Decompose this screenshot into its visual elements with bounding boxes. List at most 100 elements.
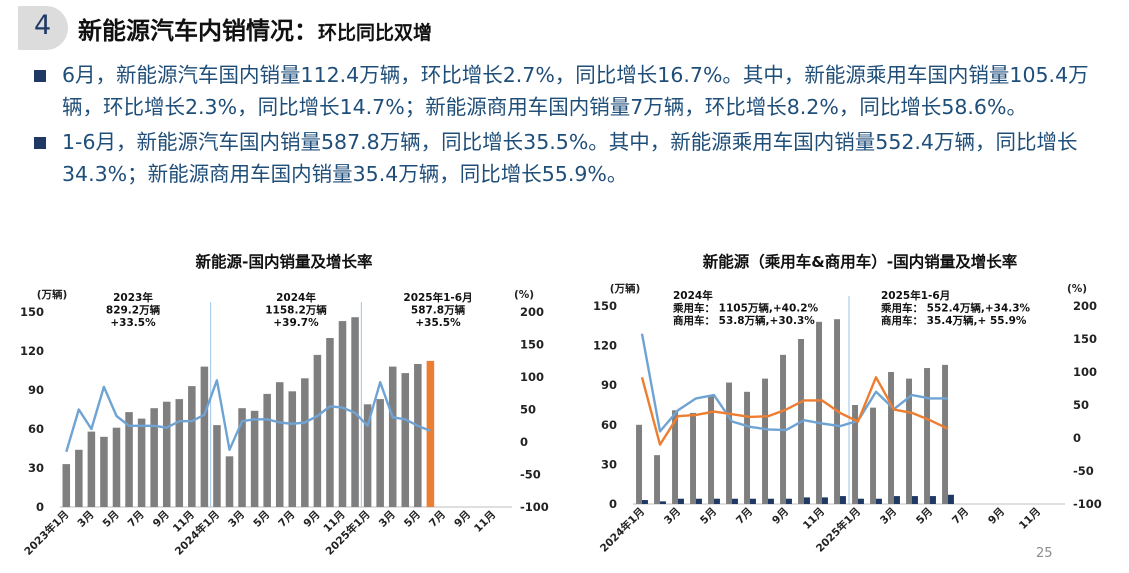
bar — [137, 418, 146, 507]
bar — [654, 455, 660, 504]
bar — [87, 431, 96, 507]
growth-rate-line — [640, 333, 948, 433]
y-tick-label: 0 — [609, 497, 617, 511]
bar — [672, 410, 678, 504]
x-tick-label: 7月 — [950, 506, 971, 527]
page-subtitle: 环比同比双增 — [318, 22, 433, 44]
bar — [642, 500, 648, 504]
bar — [708, 395, 714, 504]
bar — [401, 373, 410, 507]
annotation-text: 2025年1-6月 — [881, 289, 950, 302]
chart-title: 新能源-国内销量及增长率 — [196, 252, 373, 271]
bar — [200, 366, 209, 507]
x-tick-label: 11月 — [801, 506, 827, 532]
x-tick-label: 2023年1月 — [22, 508, 72, 558]
bar — [894, 496, 900, 504]
bar — [175, 399, 184, 507]
bar — [870, 407, 876, 504]
bar — [858, 498, 864, 504]
bullet-square-icon — [34, 137, 46, 149]
bar — [75, 449, 83, 507]
y-tick-label: 90 — [601, 378, 617, 392]
bullet-item: 6月，新能源汽车国内销量112.4万辆，环比增长2.7%，同比增长16.7%。其… — [28, 60, 1108, 123]
x-tick-label: 3月 — [662, 506, 683, 527]
annotation-text: 1158.2万辆 — [265, 304, 327, 317]
y2-tick-label: 0 — [520, 435, 528, 449]
bar — [660, 501, 666, 504]
y2-tick-label: 200 — [520, 305, 544, 319]
y-tick-label: 30 — [28, 461, 44, 475]
bar — [768, 498, 774, 504]
bar — [876, 498, 882, 504]
bar — [726, 382, 732, 504]
bar — [816, 321, 822, 504]
y2-tick-label: 0 — [1073, 431, 1081, 445]
annotation-text: 乘用车： 1105万辆,+40.2% — [672, 302, 819, 315]
bar — [852, 405, 858, 504]
y-tick-label: 60 — [601, 418, 617, 432]
x-tick-label: 9月 — [301, 509, 322, 530]
bar — [948, 494, 954, 504]
x-tick-label: 7月 — [276, 509, 297, 530]
bar — [376, 399, 384, 507]
y-tick-label: 90 — [28, 383, 44, 397]
bar — [714, 498, 720, 504]
bar — [301, 378, 309, 507]
bar — [912, 496, 918, 504]
bar — [100, 436, 108, 507]
bar — [636, 424, 642, 504]
x-tick-label: 5月 — [251, 509, 272, 530]
bar — [338, 321, 347, 507]
page-title: 新能源汽车内销情况：环比同比双增 — [78, 11, 432, 46]
bar — [112, 427, 121, 507]
annotation-text: 商用车： 53.8万辆,+30.3% — [673, 314, 815, 327]
bullet-list: 6月，新能源汽车国内销量112.4万辆，环比增长2.7%，同比增长16.7%。其… — [28, 60, 1108, 190]
bar — [414, 364, 422, 507]
bar — [250, 410, 259, 507]
x-tick-label: 9月 — [452, 509, 473, 530]
bar — [888, 372, 894, 504]
bar — [930, 496, 936, 504]
annotation-text: 829.2万辆 — [106, 304, 161, 317]
x-tick-label: 11月 — [1017, 506, 1043, 532]
bar — [696, 498, 702, 504]
x-tick-label: 3月 — [878, 506, 899, 527]
bullet-square-icon — [34, 70, 46, 82]
y-tick-label: 30 — [601, 457, 617, 471]
x-tick-label: 3月 — [75, 509, 96, 530]
bar — [678, 498, 684, 504]
bar — [225, 456, 234, 507]
chart-domestic-sales: 新能源-国内销量及增长率 (万辆) (%) 0 30 60 90 120 150 -100 -50 0… — [20, 252, 549, 558]
annotation-text: +39.7% — [273, 317, 319, 329]
bar — [732, 498, 738, 504]
y2-tick-label: 100 — [520, 370, 544, 384]
y2-tick-label: -50 — [520, 468, 541, 482]
bar — [750, 498, 756, 504]
x-tick-label: 9月 — [986, 506, 1007, 527]
x-tick-label: 3月 — [377, 509, 398, 530]
annotation-text: +35.5% — [415, 317, 461, 329]
bar — [744, 391, 750, 504]
bar — [326, 338, 334, 507]
bar — [125, 412, 133, 507]
y-axis-label: (万辆) — [37, 288, 68, 301]
y-tick-label: 120 — [20, 344, 44, 358]
y2-tick-label: 50 — [1073, 398, 1089, 412]
bar — [924, 368, 930, 504]
page-number: 25 — [1036, 546, 1053, 561]
bullet-item: 1-6月，新能源汽车国内销量587.8万辆，同比增长35.5%。其中，新能源乘用… — [28, 127, 1108, 190]
x-tick-label: 5月 — [914, 506, 935, 527]
y-tick-label: 60 — [28, 422, 44, 436]
bar — [822, 497, 828, 504]
y2-tick-label: 50 — [520, 403, 536, 417]
bar — [786, 498, 792, 504]
x-tick-label: 5月 — [101, 509, 122, 530]
bar — [840, 496, 846, 504]
y-tick-label: 150 — [593, 299, 617, 313]
y2-tick-label: 200 — [1073, 299, 1097, 313]
y-axis-label: (万辆) — [610, 282, 641, 295]
bar — [275, 382, 284, 507]
x-tick-label: 7月 — [734, 506, 755, 527]
bar — [804, 497, 810, 504]
chart-passenger-commercial-sales: 新能源（乘用车&商用车）-国内销量及增长率 (万辆) (%) 0 30 60 90 120 15… — [593, 252, 1102, 555]
